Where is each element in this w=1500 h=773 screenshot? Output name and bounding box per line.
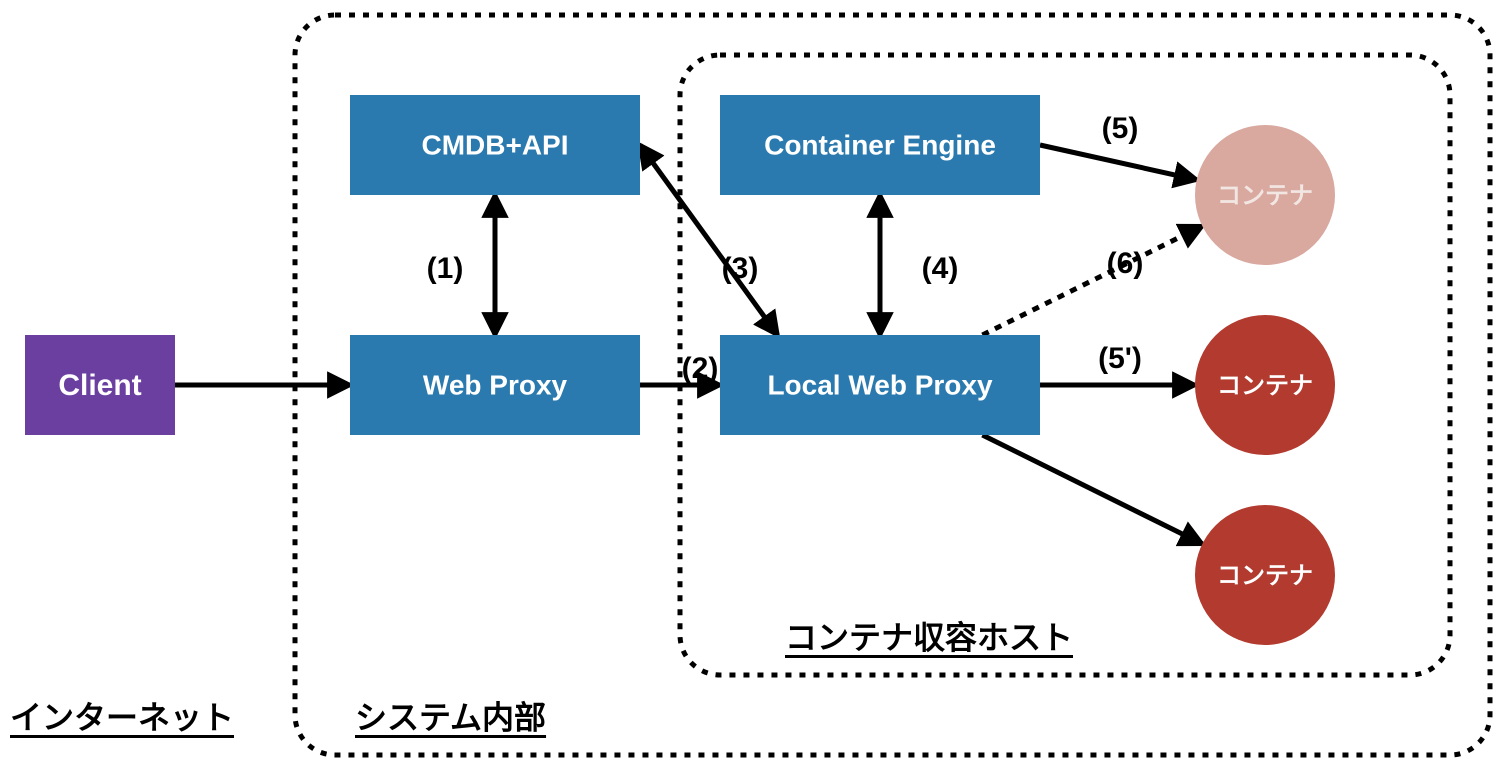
node-label-cont3: コンテナ (1217, 562, 1313, 589)
architecture-diagram: (1) (2) (3) (4) (5) (6) (5') Client CMDB+API Web … (0, 0, 1500, 773)
node-label-client: Client (58, 369, 141, 402)
region-label: インターネット (10, 699, 234, 735)
edge-label: (2) (682, 352, 719, 385)
node-label-engine: Container Engine (764, 129, 996, 160)
edges: (1) (2) (3) (4) (5) (6) (5') (175, 112, 1202, 544)
node-label-cont1: コンテナ (1217, 182, 1313, 209)
node-label-cont2: コンテナ (1217, 372, 1313, 399)
edge (1040, 145, 1197, 180)
edge-label: (3) (722, 252, 759, 285)
edge (982, 226, 1202, 335)
edge-label: (1) (427, 252, 464, 285)
node-label-cmdb: CMDB+API (421, 129, 568, 160)
region-label: コンテナ収容ホスト (785, 619, 1073, 655)
node-label-webproxy: Web Proxy (423, 369, 568, 400)
node-label-lwebproxy: Local Web Proxy (767, 369, 993, 400)
region-label: システム内部 (355, 699, 546, 735)
edge (982, 435, 1202, 544)
edge-label: (4) (922, 252, 959, 285)
edge-label: (6) (1107, 247, 1144, 280)
edge-label: (5') (1098, 342, 1142, 375)
edge-label: (5) (1102, 112, 1139, 145)
